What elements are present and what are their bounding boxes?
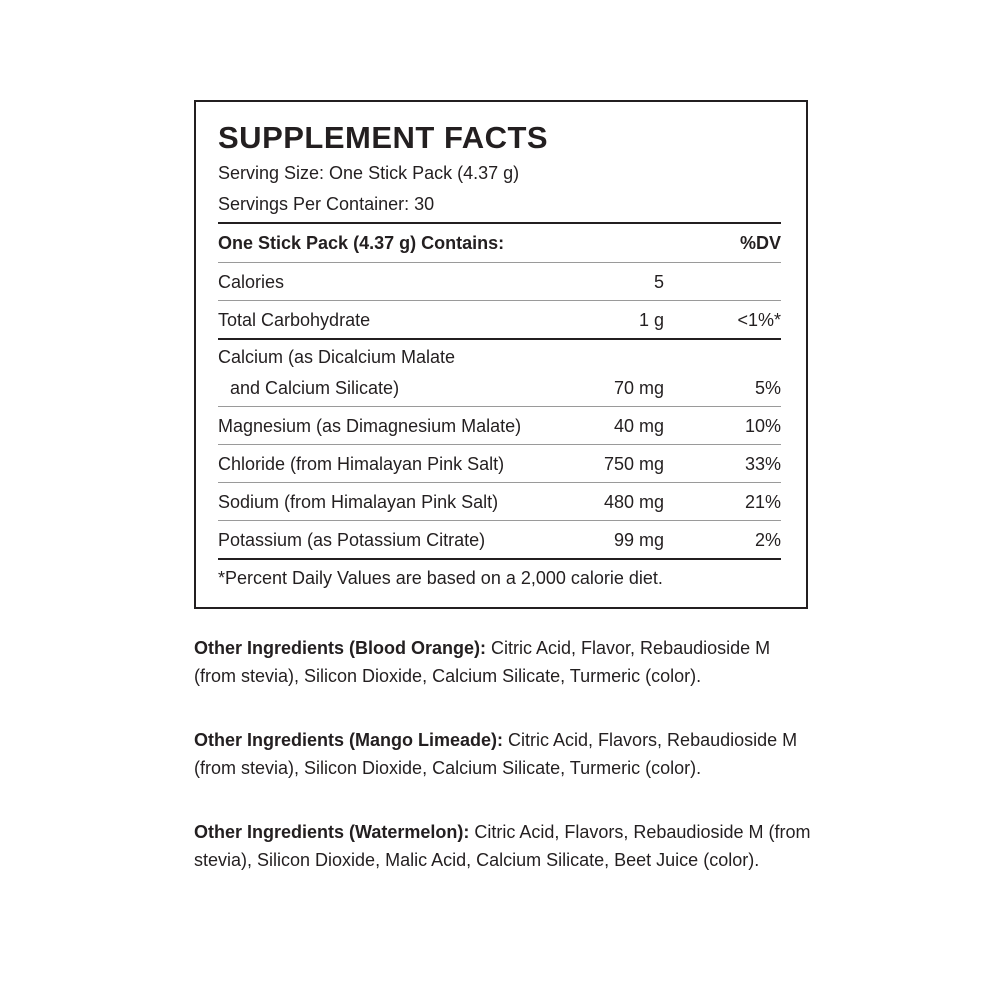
nutrient-name: Magnesium (as Dimagnesium Malate) xyxy=(218,416,522,436)
table-row: Calcium (as Dicalcium Malate and Calcium… xyxy=(218,338,781,406)
nutrient-dv: 21% xyxy=(744,492,781,512)
ingredients-text: Citric Acid, Flavors, Rebaudioside M (fr… xyxy=(194,730,798,778)
nutrient-amount: 40 mg xyxy=(613,416,664,436)
ingredients-label: Other Ingredients (Watermelon): xyxy=(194,822,470,842)
facts-table: One Stick Pack (4.37 g) Contains: %DV Ca… xyxy=(218,222,781,598)
nutrient-name: Calcium (as Dicalcium Malate xyxy=(218,347,456,367)
nutrient-dv: 33% xyxy=(744,454,781,474)
nutrient-amount: 5 xyxy=(653,272,664,292)
nutrient-name: Calories xyxy=(218,272,285,292)
nutrient-amount: 70 mg xyxy=(613,378,664,398)
panel-title: SUPPLEMENT FACTS xyxy=(218,120,549,155)
nutrient-amount: 99 mg xyxy=(613,530,664,550)
table-row: Magnesium (as Dimagnesium Malate) 40 mg … xyxy=(218,406,781,444)
nutrient-amount: 1 g xyxy=(638,310,664,330)
nutrient-amount: 480 mg xyxy=(603,492,664,512)
table-row: Potassium (as Potassium Citrate) 99 mg 2… xyxy=(218,520,781,558)
ingredients-blood-orange: Other Ingredients (Blood Orange): Citric… xyxy=(194,634,814,690)
supplement-facts-panel: SUPPLEMENT FACTS Serving Size: One Stick… xyxy=(194,100,808,609)
footnote-row: *Percent Daily Values are based on a 2,0… xyxy=(218,558,781,598)
table-header: One Stick Pack (4.37 g) Contains: %DV xyxy=(218,222,781,262)
servings-per-container: Servings Per Container: 30 xyxy=(218,194,435,214)
ingredients-label: Other Ingredients (Blood Orange): xyxy=(194,638,487,658)
ingredients-text: Citric Acid, Flavor, Rebaudioside M (fro… xyxy=(194,638,771,686)
table-row: Calories 5 xyxy=(218,262,781,300)
table-row: Chloride (from Himalayan Pink Salt) 750 … xyxy=(218,444,781,482)
nutrient-dv: 10% xyxy=(744,416,781,436)
serving-size: Serving Size: One Stick Pack (4.37 g) xyxy=(218,163,520,183)
footnote: *Percent Daily Values are based on a 2,0… xyxy=(218,568,663,588)
header-label: One Stick Pack (4.37 g) Contains: xyxy=(218,233,505,253)
header-dv: %DV xyxy=(739,233,781,253)
nutrient-name: Total Carbohydrate xyxy=(218,310,371,330)
table-row: Total Carbohydrate 1 g <1%* xyxy=(218,300,781,338)
ingredients-watermelon: Other Ingredients (Watermelon): Citric A… xyxy=(194,818,814,874)
nutrient-dv: <1%* xyxy=(737,310,781,330)
nutrient-dv: 2% xyxy=(754,530,781,550)
ingredients-label: Other Ingredients (Mango Limeade): xyxy=(194,730,504,750)
nutrient-name: Sodium (from Himalayan Pink Salt) xyxy=(218,492,499,512)
nutrient-dv: 5% xyxy=(754,378,781,398)
ingredients-text: Citric Acid, Flavors, Rebau­dioside M (f… xyxy=(194,822,811,870)
nutrient-amount: 750 mg xyxy=(603,454,664,474)
nutrient-name: Potassium (as Potassium Citrate) xyxy=(218,530,486,550)
nutrient-name-cont: and Calcium Silicate) xyxy=(230,378,400,398)
ingredients-mango-limeade: Other Ingredients (Mango Limeade): Citri… xyxy=(194,726,814,782)
table-row: Sodium (from Himalayan Pink Salt) 480 mg… xyxy=(218,482,781,520)
nutrient-name: Chloride (from Himalayan Pink Salt) xyxy=(218,454,505,474)
